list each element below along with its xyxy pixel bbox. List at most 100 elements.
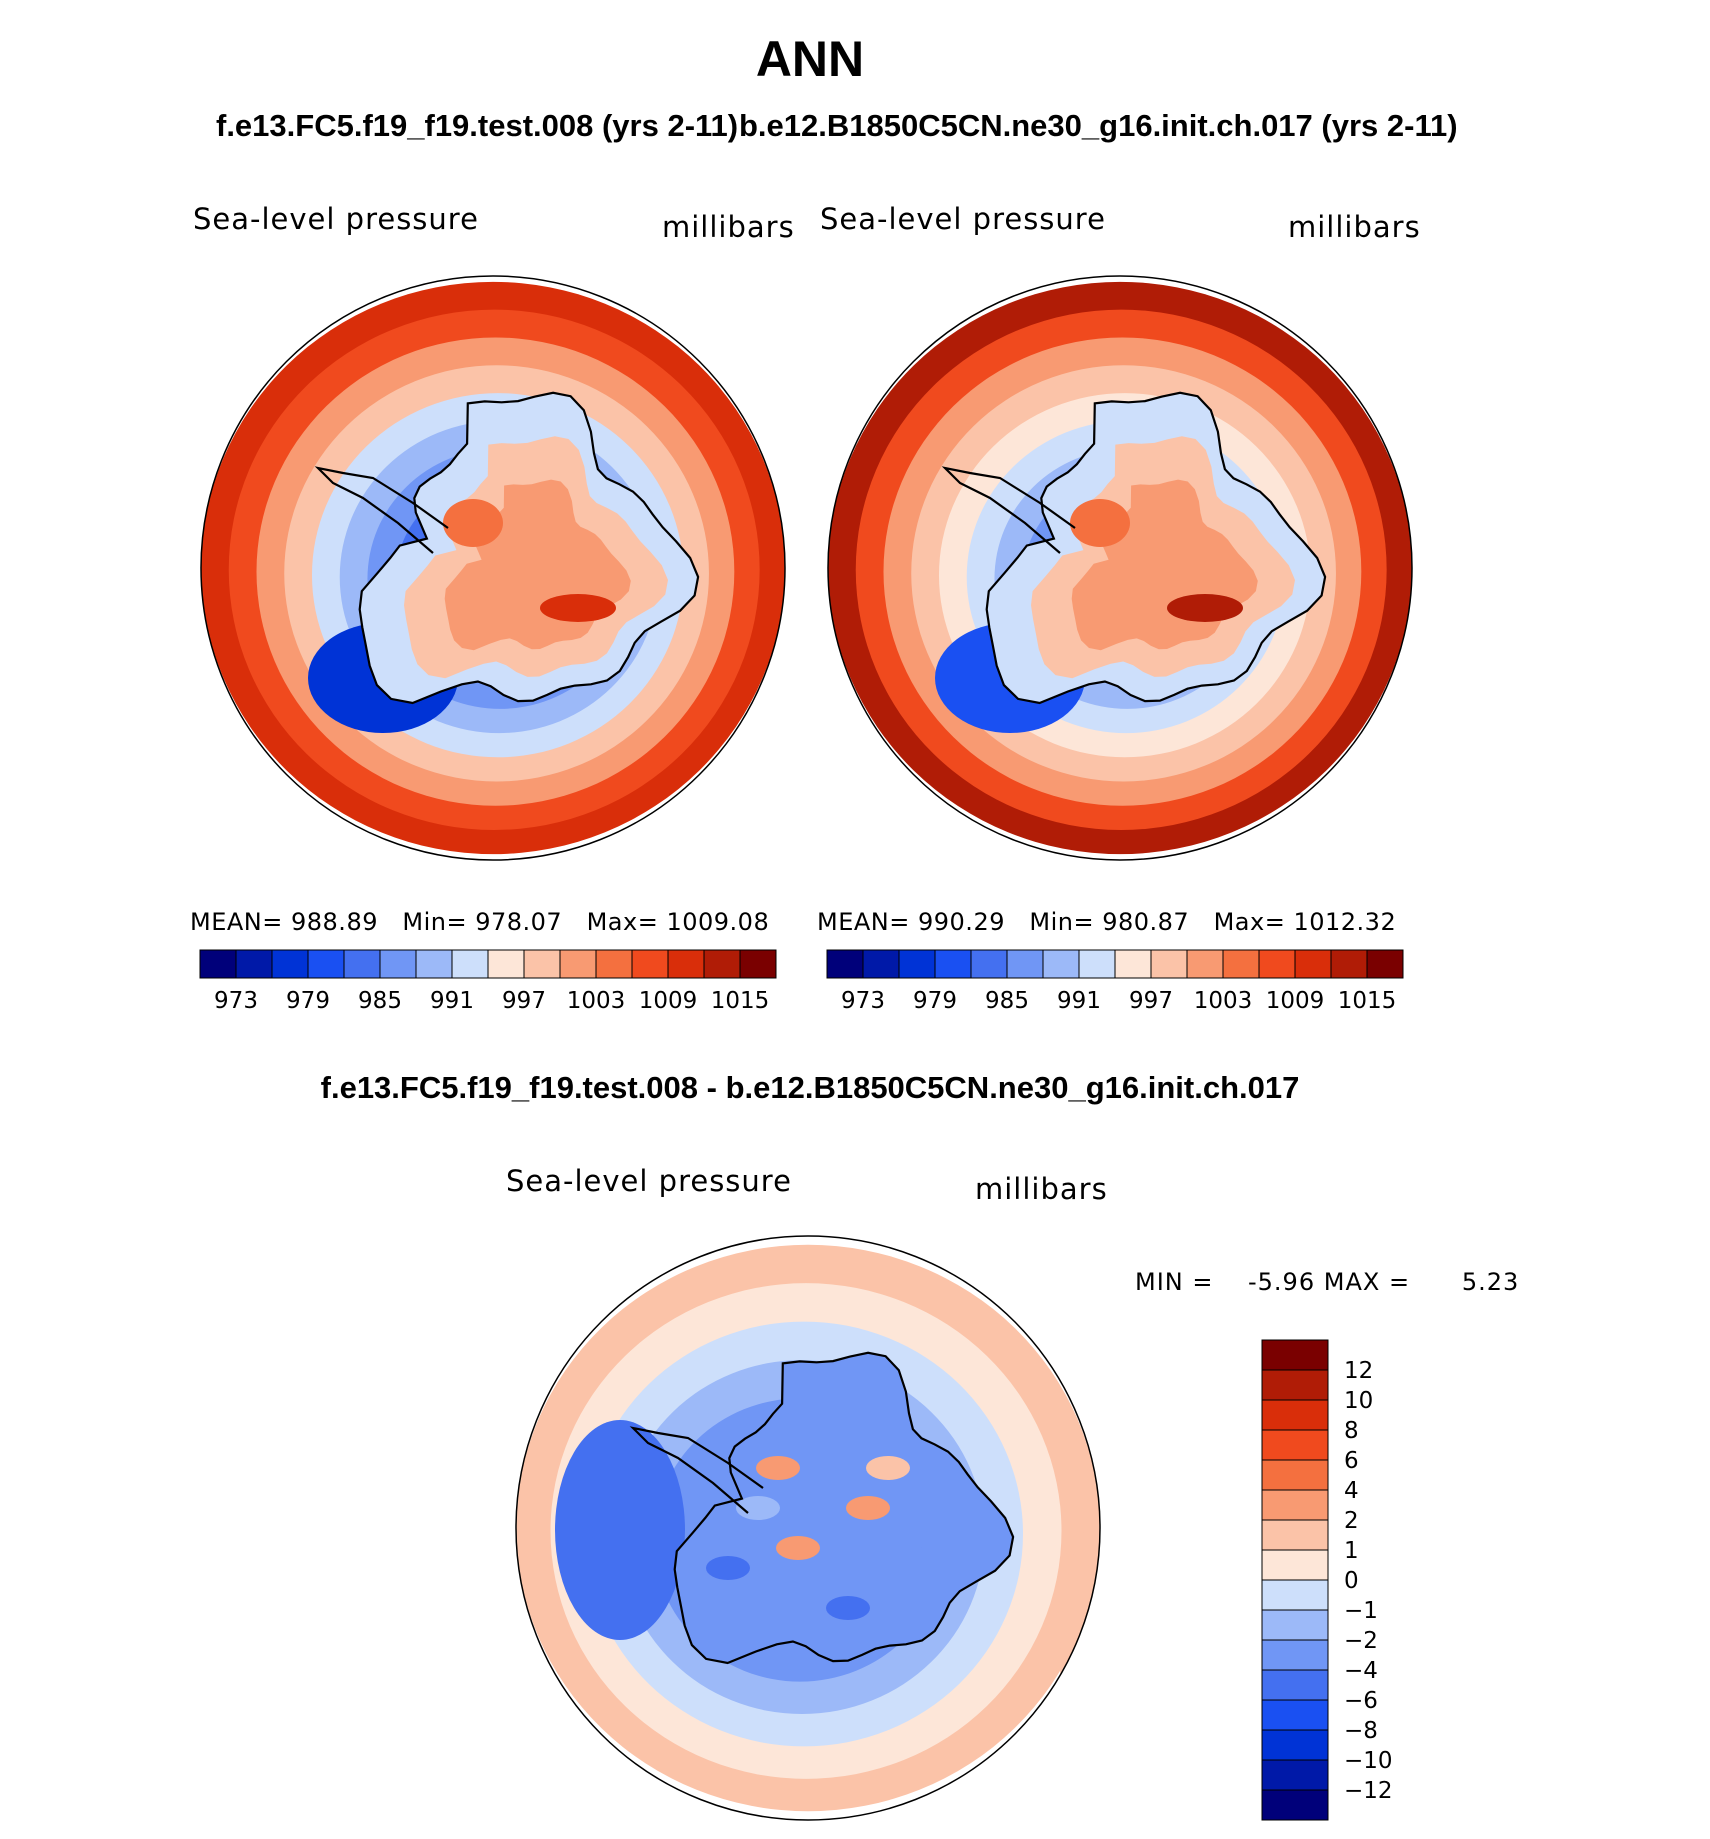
right-colorbar-box xyxy=(898,949,936,979)
left-colorbar-box xyxy=(523,949,561,979)
left-max-label: Max= xyxy=(586,908,659,936)
left-colorbar-tick-label: 1009 xyxy=(639,988,698,1014)
diff-max-value: 5.23 xyxy=(1461,1268,1520,1296)
subtitle-right: b.e12.B1850C5CN.ne30_g16.init.ch.017 (yr… xyxy=(739,108,1458,143)
diff-colorbar-box xyxy=(1261,1339,1329,1371)
right-min-label: Min= xyxy=(1029,908,1095,936)
right-colorbar-tick-label: 985 xyxy=(985,988,1029,1014)
left-colorbar-box xyxy=(703,949,741,979)
left-colorbar-tick-label: 985 xyxy=(358,988,402,1014)
diff-positive-arc xyxy=(1060,1520,1100,1800)
left-colorbar-tick-label: 1003 xyxy=(567,988,626,1014)
diff-peninsula xyxy=(629,1426,764,1514)
right-colorbar-box xyxy=(1330,949,1368,979)
diff-colorbar-box xyxy=(1261,1759,1329,1791)
diff-colorbar-tick-label: 1 xyxy=(1344,1538,1359,1564)
left-colorbar-box xyxy=(379,949,417,979)
left-high-center xyxy=(540,594,616,622)
diff-anomaly-spot xyxy=(756,1456,800,1480)
left-colorbar-box xyxy=(271,949,309,979)
left-colorbar-box xyxy=(631,949,669,979)
diff-units-label: millibars xyxy=(975,1172,1108,1206)
diff-min-value: -5.96 xyxy=(1248,1268,1316,1296)
right-mean-label: MEAN= xyxy=(817,908,910,936)
left-mean-label: MEAN= xyxy=(190,908,283,936)
page-title: ANN xyxy=(755,31,865,87)
left-colorbar-box xyxy=(307,949,345,979)
diff-colorbar-box xyxy=(1261,1429,1329,1461)
diff-negative-pocket xyxy=(555,1420,685,1640)
diff-colorbar-tick-label: 4 xyxy=(1344,1478,1359,1504)
right-colorbar-box xyxy=(1042,949,1080,979)
left-colorbar-tick-label: 1015 xyxy=(711,988,770,1014)
diff-colorbar-box xyxy=(1261,1669,1329,1701)
left-variable-label: Sea-level pressure xyxy=(193,202,479,236)
left-stats: MEAN= 988.89 Min= 978.07 Max= 1009.08 xyxy=(190,908,769,936)
diff-range: MIN = -5.96 MAX = 5.23 xyxy=(1135,1268,1519,1296)
right-colorbar-tick-label: 997 xyxy=(1129,988,1173,1014)
diff-colorbar-tick-label: 10 xyxy=(1344,1388,1373,1414)
right-polar-map xyxy=(827,275,1413,861)
right-colorbar-box xyxy=(1114,949,1152,979)
right-min-value: 980.87 xyxy=(1102,908,1190,936)
left-map-border xyxy=(200,275,786,861)
right-colorbar-box xyxy=(1078,949,1116,979)
diff-anomaly-spot xyxy=(776,1536,820,1560)
left-colorbar-tick-label: 979 xyxy=(286,988,330,1014)
left-colorbar-box xyxy=(487,949,525,979)
diff-anomaly-spot xyxy=(736,1496,780,1520)
right-peninsula xyxy=(941,466,1076,554)
right-max-label: Max= xyxy=(1213,908,1286,936)
diff-colorbar-box xyxy=(1261,1579,1329,1611)
diff-min-label: MIN = xyxy=(1135,1268,1214,1296)
left-colorbar-box xyxy=(415,949,453,979)
right-colorbar-box xyxy=(826,949,864,979)
right-colorbar-tick-label: 979 xyxy=(913,988,957,1014)
right-colorbar-tick-label: 991 xyxy=(1057,988,1101,1014)
diff-colorbar-tick-label: −8 xyxy=(1344,1718,1378,1744)
right-variable-label: Sea-level pressure xyxy=(820,202,1106,236)
right-mean-value: 990.29 xyxy=(918,908,1005,936)
diff-colorbar-box xyxy=(1261,1789,1329,1821)
diff-anomaly-spot xyxy=(866,1456,910,1480)
right-colorbar-box xyxy=(1294,949,1332,979)
left-colorbar-box xyxy=(343,949,381,979)
left-colorbar-tick-label: 973 xyxy=(214,988,258,1014)
right-stats: MEAN= 990.29 Min= 980.87 Max= 1012.32 xyxy=(817,908,1396,936)
left-colorbar-box xyxy=(235,949,273,979)
left-peninsula xyxy=(314,466,449,554)
diff-colorbar-tick-label: −1 xyxy=(1344,1598,1378,1624)
diff-colorbar-tick-label: −2 xyxy=(1344,1628,1378,1654)
left-colorbar-box xyxy=(559,949,597,979)
diff-colorbar-tick-label: 12 xyxy=(1344,1358,1373,1384)
diff-colorbar-tick-label: 8 xyxy=(1344,1418,1359,1444)
difference-title: f.e13.FC5.f19_f19.test.008 - b.e12.B1850… xyxy=(320,1070,1300,1105)
diff-colorbar-tick-label: −6 xyxy=(1344,1688,1378,1714)
right-units-label: millibars xyxy=(1288,210,1421,244)
left-high-center xyxy=(443,499,503,547)
diff-colorbar-tick-label: 0 xyxy=(1344,1568,1359,1594)
left-coastline xyxy=(358,391,700,705)
left-polar-map xyxy=(200,275,786,861)
diff-colorbar-box xyxy=(1261,1729,1329,1761)
diff-colorbar-box xyxy=(1261,1699,1329,1731)
right-colorbar-box xyxy=(1186,949,1224,979)
right-colorbar-tick-label: 1015 xyxy=(1338,988,1397,1014)
diff-map-border xyxy=(515,1235,1101,1821)
right-colorbar-box xyxy=(862,949,900,979)
left-min-value: 978.07 xyxy=(475,908,563,936)
right-colorbar-box xyxy=(970,949,1008,979)
right-colorbar-box xyxy=(1150,949,1188,979)
diff-colorbar-box xyxy=(1261,1639,1329,1671)
right-colorbar-box xyxy=(1006,949,1044,979)
right-max-value: 1012.32 xyxy=(1293,908,1397,936)
diff-anomaly-spot xyxy=(826,1596,870,1620)
right-colorbar-tick-label: 1003 xyxy=(1194,988,1253,1014)
left-colorbar-tick-label: 991 xyxy=(430,988,474,1014)
left-colorbar-box xyxy=(595,949,633,979)
difference-polar-map xyxy=(515,1235,1101,1821)
diff-variable-label: Sea-level pressure xyxy=(506,1164,792,1198)
diff-colorbar-tick-label: −4 xyxy=(1344,1658,1378,1684)
right-colorbar-box xyxy=(1258,949,1296,979)
right-colorbar: 973 979 985 991 997 1003 1009 1015 xyxy=(826,949,1404,1014)
